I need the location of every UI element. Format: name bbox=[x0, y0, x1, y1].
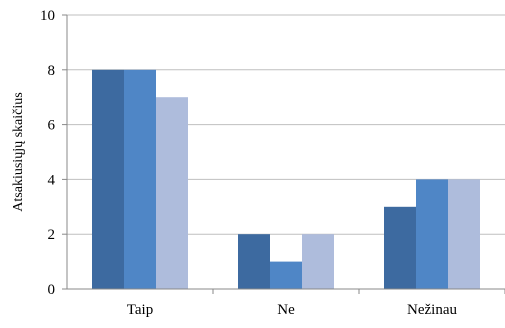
bar bbox=[384, 206, 416, 289]
y-tick-label: 6 bbox=[48, 118, 56, 134]
bar bbox=[238, 234, 270, 289]
y-axis-label: Atsakiusiųjų skaičius bbox=[11, 92, 26, 211]
bar bbox=[302, 234, 334, 289]
y-tick-labels: 0 2 4 6 8 10 bbox=[40, 8, 56, 298]
y-tick-label: 8 bbox=[48, 63, 56, 79]
x-tick-label: Ne bbox=[277, 302, 295, 318]
y-tick-label: 2 bbox=[48, 227, 56, 243]
bar bbox=[416, 179, 448, 289]
x-tick-labels: Taip Ne Nežinau bbox=[127, 302, 458, 318]
y-tick-label: 4 bbox=[48, 172, 56, 188]
y-tick-label: 10 bbox=[40, 8, 55, 24]
bar bbox=[92, 69, 124, 289]
y-tick-label: 0 bbox=[48, 282, 56, 298]
bar bbox=[124, 69, 156, 289]
x-tick-label: Nežinau bbox=[407, 302, 457, 318]
bar bbox=[270, 261, 302, 289]
bar bbox=[448, 179, 480, 289]
x-tick-label: Taip bbox=[127, 302, 153, 318]
bars bbox=[92, 69, 505, 294]
axes bbox=[66, 15, 505, 290]
bar bbox=[156, 97, 188, 289]
